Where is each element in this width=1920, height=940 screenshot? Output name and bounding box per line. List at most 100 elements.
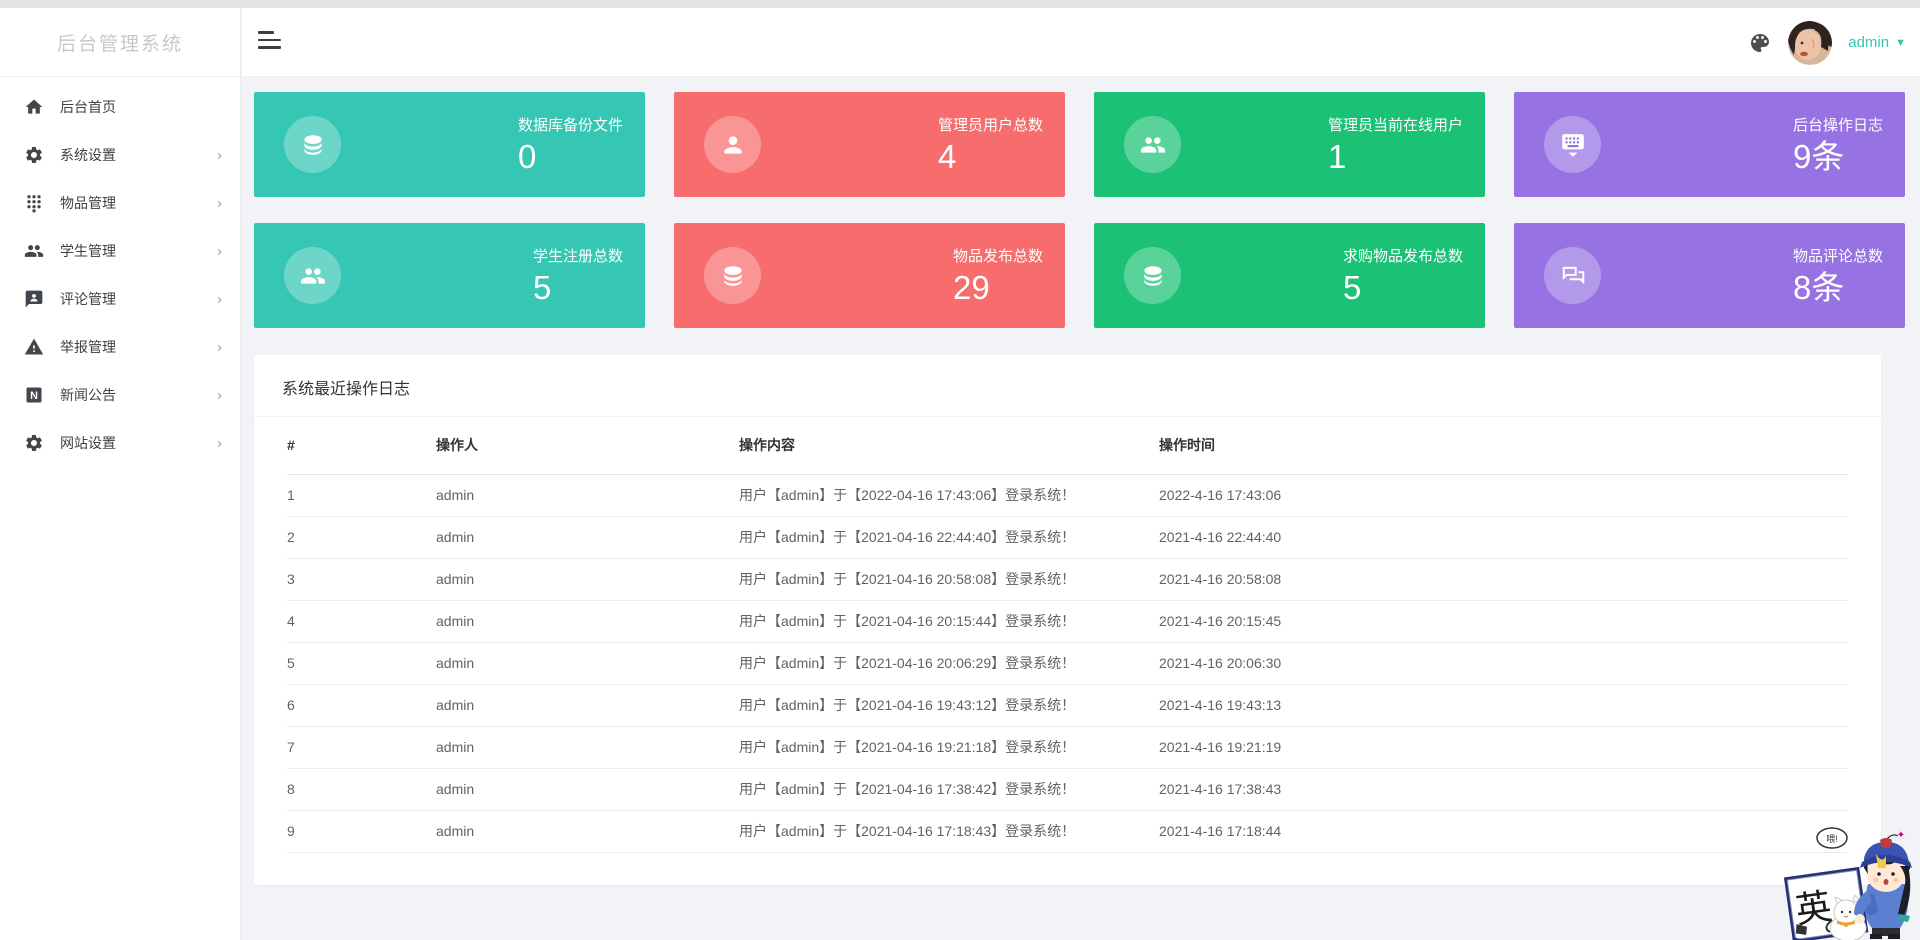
log-operator: admin <box>436 768 739 811</box>
stat-card-value: 9条 <box>1792 137 1845 175</box>
log-index: 3 <box>287 558 436 601</box>
log-operator: admin <box>436 810 739 853</box>
sidebar-item-site-settings[interactable]: 网站设置 › <box>0 419 240 467</box>
forum-icon <box>1544 247 1601 304</box>
sidebar-toggle-button[interactable] <box>258 31 282 53</box>
database-icon <box>284 116 341 173</box>
username-label: admin <box>1848 34 1890 51</box>
log-time: 2021-4-16 20:58:08 <box>1159 558 1848 601</box>
chevron-right-icon: › <box>217 242 222 260</box>
stat-card-wanted-posted[interactable]: 求购物品发布总数 5 <box>1094 223 1485 328</box>
sidebar-item-system-settings[interactable]: 系统设置 › <box>0 131 240 179</box>
log-content: 用户【admin】于【2021-04-16 20:15:44】登录系统！ <box>739 600 1159 643</box>
stat-card-operation-logs[interactable]: 后台操作日志 9条 <box>1514 92 1905 197</box>
user-avatar[interactable] <box>1788 20 1833 65</box>
sidebar-item-label: 系统设置 <box>60 147 116 163</box>
column-header-time: 操作时间 <box>1159 417 1848 475</box>
page-top-strip <box>0 0 1920 8</box>
stat-card-label: 学生注册总数 <box>532 247 623 265</box>
log-time: 2021-4-16 20:06:30 <box>1159 642 1848 685</box>
keyboard-icon <box>1544 116 1601 173</box>
log-operator: admin <box>436 642 739 685</box>
table-row: 1 admin 用户【admin】于【2022-04-16 17:43:06】登… <box>287 474 1848 517</box>
table-row: 5 admin 用户【admin】于【2021-04-16 20:06:29】登… <box>287 642 1848 685</box>
log-time: 2022-4-16 17:43:06 <box>1159 474 1848 517</box>
log-content: 用户【admin】于【2022-04-16 17:43:06】登录系统！ <box>739 474 1159 517</box>
sidebar-item-label: 评论管理 <box>60 291 116 307</box>
log-time: 2021-4-16 19:21:19 <box>1159 726 1848 769</box>
stat-card-value: 0 <box>517 137 537 175</box>
stat-card-label: 物品发布总数 <box>952 247 1043 265</box>
sidebar-item-home[interactable]: 后台首页 <box>0 83 240 131</box>
stat-cards-row-1: 数据库备份文件 0 管理员用户总数 4 管理员当前在线用户 1 后台操作日志 9… <box>254 92 1905 197</box>
gear-icon <box>24 433 44 453</box>
mascot-widget[interactable]: 喂! ✦ 英 <box>1780 824 1920 940</box>
stat-card-value: 5 <box>1342 268 1362 306</box>
panel-divider <box>254 416 1881 417</box>
mascot-bubble-text: 喂! <box>1826 834 1838 844</box>
panel-title: 系统最近操作日志 <box>282 381 411 398</box>
stat-card-value: 8条 <box>1792 268 1845 306</box>
sidebar-item-label: 网站设置 <box>60 435 116 451</box>
log-operator: admin <box>436 558 739 601</box>
app-logo: 后台管理系统 <box>0 8 240 77</box>
group-icon <box>1124 116 1181 173</box>
comment-person-icon <box>24 289 44 309</box>
chevron-right-icon: › <box>217 338 222 356</box>
log-index: 7 <box>287 726 436 769</box>
stat-card-label: 求购物品发布总数 <box>1342 247 1463 265</box>
sidebar-item-news[interactable]: 新闻公告 › <box>0 371 240 419</box>
log-table-header-row: # 操作人 操作内容 操作时间 <box>287 417 1848 475</box>
log-content: 用户【admin】于【2021-04-16 19:43:12】登录系统！ <box>739 684 1159 727</box>
log-content: 用户【admin】于【2021-04-16 17:38:42】登录系统！ <box>739 768 1159 811</box>
main-content: 数据库备份文件 0 管理员用户总数 4 管理员当前在线用户 1 后台操作日志 9… <box>242 77 1920 940</box>
sidebar-item-label: 新闻公告 <box>60 387 116 403</box>
sidebar: 后台管理系统 后台首页 系统设置 › 物品管理 › 学生管理 › 评论管理 › <box>0 8 241 940</box>
apps-grid-icon <box>24 193 44 213</box>
table-row: 7 admin 用户【admin】于【2021-04-16 19:21:18】登… <box>287 726 1848 769</box>
stat-card-online-users[interactable]: 管理员当前在线用户 1 <box>1094 92 1485 197</box>
log-operator: admin <box>436 474 739 517</box>
stat-card-value: 29 <box>952 268 990 306</box>
gear-icon <box>24 145 44 165</box>
sidebar-item-students[interactable]: 学生管理 › <box>0 227 240 275</box>
column-header-operator: 操作人 <box>436 417 739 475</box>
stat-card-db-backup[interactable]: 数据库备份文件 0 <box>254 92 645 197</box>
log-time: 2021-4-16 19:43:13 <box>1159 684 1848 727</box>
stat-card-admin-users[interactable]: 管理员用户总数 4 <box>674 92 1065 197</box>
log-index: 9 <box>287 810 436 853</box>
mascot-character <box>1854 838 1912 939</box>
log-operator: admin <box>436 600 739 643</box>
stat-card-goods-comments[interactable]: 物品评论总数 8条 <box>1514 223 1905 328</box>
home-icon <box>24 97 44 117</box>
svg-text:✦: ✦ <box>1897 830 1905 841</box>
caret-down-icon: ▼ <box>1895 36 1906 49</box>
log-table: # 操作人 操作内容 操作时间 1 admin 用户【admin】于【2022-… <box>287 417 1848 853</box>
sidebar-item-label: 举报管理 <box>60 339 116 355</box>
news-icon <box>24 385 44 405</box>
sidebar-item-comments[interactable]: 评论管理 › <box>0 275 240 323</box>
theme-palette-icon[interactable] <box>1748 31 1772 55</box>
stat-card-label: 数据库备份文件 <box>517 116 623 134</box>
log-operator: admin <box>436 516 739 559</box>
database-icon <box>1124 247 1181 304</box>
recent-logs-panel: 系统最近操作日志 # 操作人 操作内容 操作时间 1 admin <box>254 355 1881 885</box>
log-content: 用户【admin】于【2021-04-16 20:58:08】登录系统！ <box>739 558 1159 601</box>
warning-icon <box>24 337 44 357</box>
stat-card-goods-posted[interactable]: 物品发布总数 29 <box>674 223 1065 328</box>
sidebar-item-goods[interactable]: 物品管理 › <box>0 179 240 227</box>
group-icon <box>24 241 44 261</box>
stat-card-student-registrations[interactable]: 学生注册总数 5 <box>254 223 645 328</box>
group-icon <box>284 247 341 304</box>
log-index: 8 <box>287 768 436 811</box>
log-index: 1 <box>287 474 436 517</box>
chevron-right-icon: › <box>217 434 222 452</box>
user-dropdown[interactable]: admin ▼ <box>1848 34 1906 51</box>
chevron-right-icon: › <box>217 146 222 164</box>
stat-card-label: 物品评论总数 <box>1792 247 1883 265</box>
log-operator: admin <box>436 726 739 769</box>
table-row: 6 admin 用户【admin】于【2021-04-16 19:43:12】登… <box>287 684 1848 727</box>
sidebar-item-reports[interactable]: 举报管理 › <box>0 323 240 371</box>
mascot-bubble <box>1816 827 1848 849</box>
table-row: 4 admin 用户【admin】于【2021-04-16 20:15:44】登… <box>287 600 1848 643</box>
